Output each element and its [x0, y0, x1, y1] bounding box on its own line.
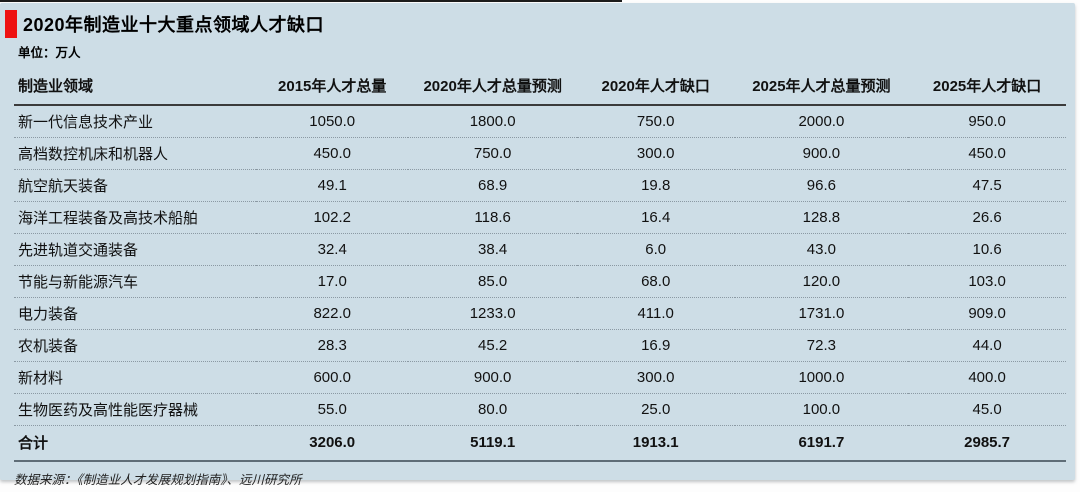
cell-value: 45.2: [408, 329, 577, 362]
row-label: 新材料: [14, 361, 256, 394]
cell-value: 102.2: [255, 201, 409, 234]
column-header-domain: 制造业领域: [14, 67, 256, 106]
table-header: 制造业领域 2015年人才总量 2020年人才总量预测 2020年人才缺口 2025年人…: [14, 67, 1066, 106]
cell-value: 49.1: [255, 169, 409, 202]
table-row: 节能与新能源汽车 17.0 85.0 68.0 120.0 103.0: [14, 265, 1066, 298]
cell-value: 120.0: [734, 265, 909, 298]
cell-value: 85.0: [408, 265, 577, 298]
cell-value: 45.0: [908, 393, 1066, 426]
cell-value: 300.0: [576, 137, 735, 170]
cell-value: 600.0: [255, 361, 409, 394]
cell-value: 100.0: [734, 393, 909, 426]
table-card: 2020年制造业十大重点领域人才缺口 单位：万人 制造业领域 2015年人才总量 2…: [0, 3, 1075, 487]
cell-value: 28.3: [255, 329, 409, 362]
total-value: 5119.1: [408, 425, 577, 462]
header-row: 制造业领域 2015年人才总量 2020年人才总量预测 2020年人才缺口 2025年人…: [14, 67, 1066, 106]
cell-value: 300.0: [576, 361, 735, 394]
row-label: 航空航天装备: [14, 169, 256, 202]
table-body: 新一代信息技术产业 1050.0 1800.0 750.0 2000.0 950.0 高档数…: [14, 105, 1066, 462]
cell-value: 68.0: [576, 265, 735, 298]
data-source-note: 数据来源：《制造业人才发展规划指南》、远川研究所: [14, 473, 302, 487]
title-block: 2020年制造业十大重点领域人才缺口: [0, 3, 1075, 38]
top-border-line: [0, 0, 622, 2]
cell-value: 44.0: [908, 329, 1066, 362]
total-value: 3206.0: [255, 425, 409, 462]
cell-value: 2000.0: [734, 105, 909, 138]
row-label: 高档数控机床和机器人: [14, 137, 256, 170]
table-row: 电力装备 822.0 1233.0 411.0 1731.0 909.0: [14, 297, 1066, 330]
total-row: 合计 3206.0 5119.1 1913.1 6191.7 2985.7: [14, 425, 1066, 462]
row-label: 生物医药及高性能医疗器械: [14, 393, 256, 426]
cell-value: 1800.0: [408, 105, 577, 138]
cell-value: 16.4: [576, 201, 735, 234]
table-row: 生物医药及高性能医疗器械 55.0 80.0 25.0 100.0 45.0: [14, 393, 1066, 426]
cell-value: 950.0: [908, 105, 1066, 138]
cell-value: 32.4: [255, 233, 409, 266]
cell-value: 19.8: [576, 169, 735, 202]
cell-value: 450.0: [908, 137, 1066, 170]
cell-value: 400.0: [908, 361, 1066, 394]
cell-value: 822.0: [255, 297, 409, 330]
cell-value: 450.0: [255, 137, 409, 170]
cell-value: 118.6: [408, 201, 577, 234]
cell-value: 128.8: [734, 201, 909, 234]
table-row: 农机装备 28.3 45.2 16.9 72.3 44.0: [14, 329, 1066, 362]
cell-value: 96.6: [734, 169, 909, 202]
title-accent-marker: [5, 10, 17, 38]
row-label: 节能与新能源汽车: [14, 265, 256, 298]
cell-value: 6.0: [576, 233, 735, 266]
row-label: 农机装备: [14, 329, 256, 362]
table-row: 新一代信息技术产业 1050.0 1800.0 750.0 2000.0 950.0: [14, 105, 1066, 138]
column-header: 2025年人才总量预测: [734, 67, 909, 106]
cell-value: 80.0: [408, 393, 577, 426]
row-label: 海洋工程装备及高技术船舶: [14, 201, 256, 234]
row-label: 先进轨道交通装备: [14, 233, 256, 266]
row-label: 新一代信息技术产业: [14, 105, 256, 138]
cell-value: 900.0: [734, 137, 909, 170]
row-label: 电力装备: [14, 297, 256, 330]
cell-value: 1731.0: [734, 297, 909, 330]
column-header: 2025年人才缺口: [908, 67, 1066, 106]
cell-value: 72.3: [734, 329, 909, 362]
table-row: 新材料 600.0 900.0 300.0 1000.0 400.0: [14, 361, 1066, 394]
column-header: 2020年人才总量预测: [408, 67, 577, 106]
cell-value: 16.9: [576, 329, 735, 362]
cell-value: 38.4: [408, 233, 577, 266]
table-row: 海洋工程装备及高技术船舶 102.2 118.6 16.4 128.8 26.6: [14, 201, 1066, 234]
cell-value: 25.0: [576, 393, 735, 426]
cell-value: 750.0: [576, 105, 735, 138]
unit-label: 单位：万人: [18, 46, 81, 60]
cell-value: 55.0: [255, 393, 409, 426]
column-header: 2015年人才总量: [255, 67, 409, 106]
cell-value: 411.0: [576, 297, 735, 330]
table-row: 航空航天装备 49.1 68.9 19.8 96.6 47.5: [14, 169, 1066, 202]
cell-value: 10.6: [908, 233, 1066, 266]
column-header: 2020年人才缺口: [576, 67, 735, 106]
total-value: 1913.1: [576, 425, 735, 462]
cell-value: 750.0: [408, 137, 577, 170]
cell-value: 17.0: [255, 265, 409, 298]
total-value: 2985.7: [908, 425, 1066, 462]
page-title: 2020年制造业十大重点领域人才缺口: [23, 15, 325, 35]
cell-value: 68.9: [408, 169, 577, 202]
cell-value: 1050.0: [255, 105, 409, 138]
total-label: 合计: [14, 425, 256, 462]
table-row: 先进轨道交通装备 32.4 38.4 6.0 43.0 10.6: [14, 233, 1066, 266]
total-value: 6191.7: [734, 425, 909, 462]
cell-value: 103.0: [908, 265, 1066, 298]
cell-value: 26.6: [908, 201, 1066, 234]
cell-value: 909.0: [908, 297, 1066, 330]
cell-value: 47.5: [908, 169, 1066, 202]
cell-value: 1000.0: [734, 361, 909, 394]
cell-value: 1233.0: [408, 297, 577, 330]
table-row: 高档数控机床和机器人 450.0 750.0 300.0 900.0 450.0: [14, 137, 1066, 170]
cell-value: 43.0: [734, 233, 909, 266]
talent-gap-table: 制造业领域 2015年人才总量 2020年人才总量预测 2020年人才缺口 2025年人…: [14, 67, 1066, 462]
cell-value: 900.0: [408, 361, 577, 394]
